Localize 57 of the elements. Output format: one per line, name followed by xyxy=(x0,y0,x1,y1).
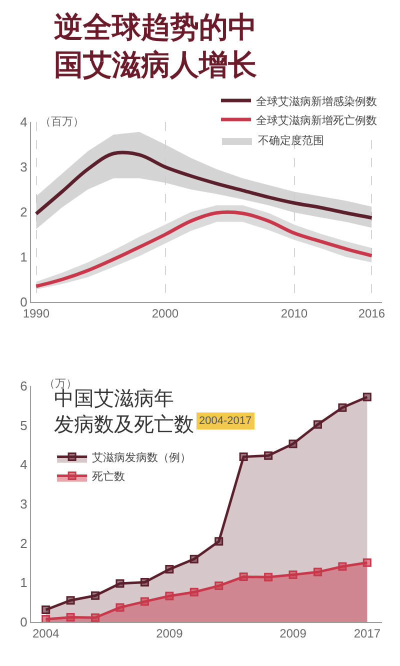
x-tick-label: 2000 xyxy=(152,306,179,320)
point xyxy=(214,582,224,590)
point xyxy=(165,565,174,574)
legend-label: 全球艾滋病新增死亡例数 xyxy=(256,114,377,127)
y-tick-label: 4 xyxy=(20,457,28,472)
x-tick-label: 2009 xyxy=(280,626,307,640)
point xyxy=(165,592,174,600)
x-tick-label: 2009 xyxy=(156,626,184,640)
point xyxy=(140,578,149,587)
y-tick-label: 3 xyxy=(20,160,28,175)
y-tick-label: 1 xyxy=(20,575,28,590)
y-tick-label: 0 xyxy=(20,614,28,630)
point xyxy=(239,452,248,462)
point xyxy=(362,392,372,402)
point xyxy=(338,403,347,412)
legend-label: 全球艾滋病新增感染例数 xyxy=(256,94,377,108)
y-axis-title: （万） xyxy=(44,378,77,390)
point xyxy=(140,597,149,606)
point xyxy=(42,615,50,622)
point xyxy=(239,572,248,582)
point xyxy=(288,440,298,448)
point xyxy=(362,558,372,567)
x-tick-label: 2017 xyxy=(354,626,381,640)
point xyxy=(190,588,198,596)
point xyxy=(66,596,75,605)
point xyxy=(66,613,75,622)
x-tick-label: 2004 xyxy=(32,626,60,640)
y-axis-title: （百万） xyxy=(40,116,84,128)
point xyxy=(214,537,224,546)
chart-title: 逆全球趋势的中国艾滋病人增长 xyxy=(54,12,257,82)
y-tick-label: 2 xyxy=(20,204,28,220)
legend-label: 艾滋病发病数（例） xyxy=(92,451,192,464)
point xyxy=(42,606,50,614)
text: 中国艾滋病年发病数及死亡数 xyxy=(54,388,194,436)
text: 2004-2017 xyxy=(199,415,252,427)
point xyxy=(116,603,124,612)
point xyxy=(338,562,347,571)
point xyxy=(264,572,273,582)
annotation: 不确定度范围 xyxy=(258,134,324,148)
y-tick-label: 6 xyxy=(20,378,28,394)
point xyxy=(91,591,100,600)
legend-label: 死亡数 xyxy=(92,470,126,484)
x-tick-label: 2010 xyxy=(280,306,308,320)
line-series xyxy=(34,150,374,220)
point xyxy=(313,568,322,576)
point xyxy=(91,613,100,622)
y-tick-label: 3 xyxy=(20,496,28,512)
y-tick-label: 4 xyxy=(20,114,28,130)
point xyxy=(313,420,322,429)
point xyxy=(264,451,273,460)
y-tick-label: 1 xyxy=(20,250,28,265)
point xyxy=(190,554,198,564)
point xyxy=(288,570,298,580)
y-tick-label: 5 xyxy=(20,418,28,433)
point xyxy=(116,579,124,588)
y-tick-label: 2 xyxy=(20,536,28,551)
x-tick-label: 2016 xyxy=(358,306,386,320)
